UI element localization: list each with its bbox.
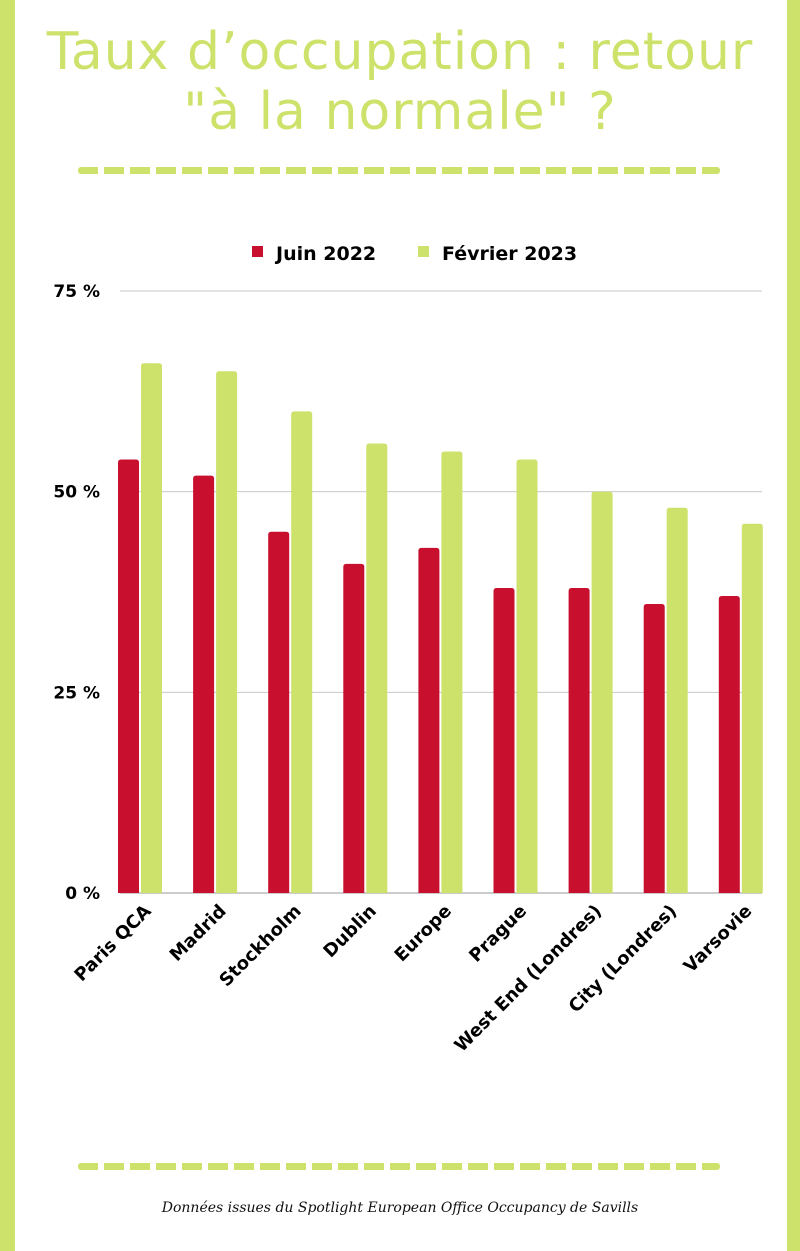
bar-fevrier-2023 [141, 363, 162, 893]
frame-left-border [0, 0, 15, 1251]
bar-fevrier-2023 [666, 507, 688, 893]
dashed-divider-top [78, 167, 720, 174]
bar-juin-2022 [343, 563, 365, 893]
legend-label: Juin 2022 [274, 243, 376, 265]
dashed-divider-bottom [78, 1163, 720, 1170]
page-title: Taux d’occupation : retour "à la normale… [46, 22, 754, 142]
y-tick-label: 0 % [65, 884, 100, 904]
source-note: Données issues du Spotlight European Off… [161, 1200, 639, 1216]
bar-juin-2022 [193, 475, 215, 893]
bar-juin-2022 [568, 587, 590, 893]
x-tick-label: Europe [391, 901, 456, 966]
x-tick-label: Madrid [166, 901, 231, 966]
x-tick-label: Paris QCA [70, 901, 155, 986]
bar-juin-2022 [643, 604, 665, 893]
bar-fevrier-2023 [216, 371, 238, 893]
x-tick-label: Prague [465, 901, 531, 967]
legend-swatch [418, 246, 429, 257]
bar-juin-2022 [418, 547, 440, 893]
bar-fevrier-2023 [441, 451, 463, 893]
bar-juin-2022 [118, 459, 139, 893]
bar-fevrier-2023 [516, 459, 538, 893]
x-tick-label: Varsovie [680, 901, 756, 977]
y-tick-label: 75 % [53, 282, 100, 302]
bar-fevrier-2023 [741, 523, 763, 893]
bar-fevrier-2023 [291, 411, 313, 893]
y-tick-label: 25 % [53, 683, 100, 703]
legend-label: Février 2023 [442, 243, 577, 265]
frame-right-border [787, 0, 800, 1251]
x-tick-label: West End (Londres) [451, 901, 607, 1057]
bar-fevrier-2023 [366, 443, 388, 893]
y-tick-label: 50 % [53, 483, 100, 503]
bar-juin-2022 [718, 596, 740, 893]
x-tick-label: Dublin [319, 901, 380, 962]
bar-fevrier-2023 [591, 491, 613, 893]
bar-juin-2022 [268, 531, 290, 893]
bar-juin-2022 [493, 587, 515, 893]
legend-swatch [252, 246, 263, 257]
